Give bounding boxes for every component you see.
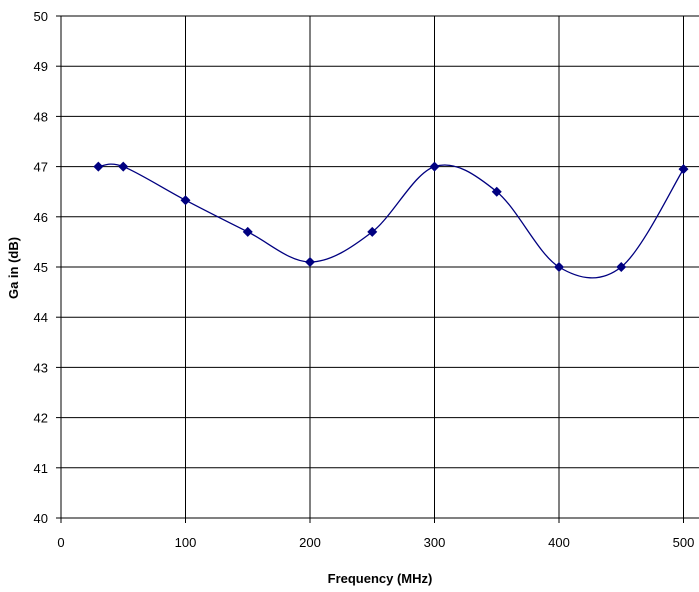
gain-series-markers bbox=[93, 161, 689, 272]
y-axis-ticks: 40 41 42 43 44 45 46 47 48 49 50 bbox=[34, 9, 61, 526]
y-tick-label: 40 bbox=[34, 511, 48, 526]
data-point-marker bbox=[93, 161, 104, 172]
x-tick-label: 0 bbox=[57, 535, 64, 550]
data-point-marker bbox=[180, 195, 191, 206]
y-tick-label: 45 bbox=[34, 260, 48, 275]
y-tick-label: 42 bbox=[34, 411, 48, 426]
data-point-marker bbox=[305, 256, 315, 267]
grid bbox=[61, 15, 699, 519]
y-tick-label: 46 bbox=[34, 210, 48, 225]
data-point-marker bbox=[554, 262, 564, 272]
x-axis-title: Frequency (MHz) bbox=[328, 571, 433, 586]
y-tick-label: 47 bbox=[34, 160, 48, 175]
y-axis-title: Ga in (dB) bbox=[6, 237, 21, 299]
x-tick-label: 200 bbox=[299, 535, 321, 550]
data-point-marker bbox=[367, 226, 378, 237]
x-tick-label: 300 bbox=[424, 535, 446, 550]
data-point-marker bbox=[242, 226, 253, 237]
x-tick-label: 100 bbox=[175, 535, 197, 550]
data-point-marker bbox=[491, 186, 502, 197]
y-tick-label: 41 bbox=[34, 461, 48, 476]
data-point-marker bbox=[616, 262, 627, 272]
x-tick-label: 400 bbox=[548, 535, 570, 550]
y-tick-label: 50 bbox=[34, 9, 48, 24]
data-point-marker bbox=[678, 164, 689, 175]
x-axis-ticks: 0 100 200 300 400 500 bbox=[57, 518, 694, 550]
y-tick-label: 44 bbox=[34, 310, 48, 325]
data-point-marker bbox=[118, 161, 129, 172]
gain-series-line bbox=[98, 163, 685, 279]
x-tick-label: 500 bbox=[673, 535, 695, 550]
y-tick-label: 49 bbox=[34, 59, 48, 74]
data-point-marker bbox=[429, 161, 440, 172]
y-tick-label: 48 bbox=[34, 109, 48, 124]
y-tick-label: 43 bbox=[34, 360, 48, 375]
